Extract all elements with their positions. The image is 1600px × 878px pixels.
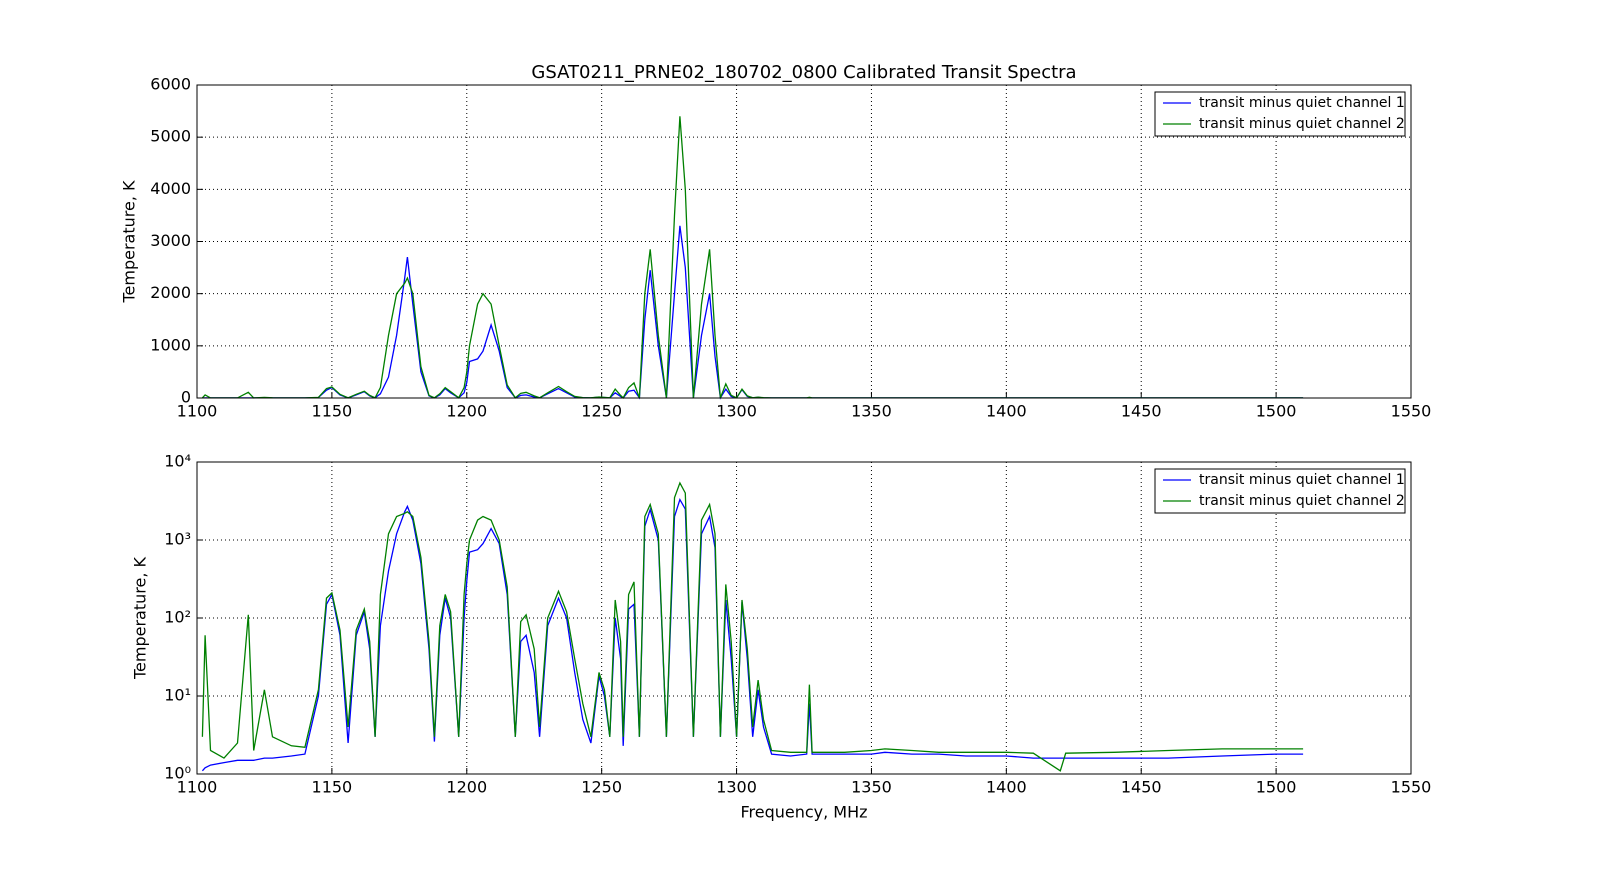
- plot-frame: [196, 84, 1412, 399]
- x-tick-label: 1150: [312, 778, 353, 797]
- x-tick-label: 1250: [581, 778, 622, 797]
- x-tick-label: 1250: [581, 402, 622, 421]
- y-tick-label: 1000: [150, 335, 191, 354]
- y-tick-label: 0: [181, 388, 191, 407]
- legend-box: [1154, 468, 1406, 514]
- legend-label: transit minus quiet channel 1: [1199, 95, 1405, 111]
- x-tick-label: 1100: [177, 402, 218, 421]
- y-axis-label: Temperature, K: [120, 180, 139, 304]
- legend-box: [1154, 91, 1406, 137]
- x-tick-label: 1550: [1391, 402, 1432, 421]
- x-tick-label: 1450: [1121, 778, 1162, 797]
- legend-label: transit minus quiet channel 2: [1199, 493, 1405, 509]
- x-tick-label: 1350: [851, 402, 892, 421]
- chart-title: GSAT0211_PRNE02_180702_0800 Calibrated T…: [531, 62, 1076, 83]
- x-tick-label: 1100: [177, 778, 218, 797]
- x-tick-label: 1300: [716, 402, 757, 421]
- x-tick-label: 1200: [446, 402, 487, 421]
- y-tick-label: 6000: [150, 75, 191, 94]
- x-tick-label: 1550: [1391, 778, 1432, 797]
- plot-frame: [196, 461, 1412, 775]
- y-tick-label: 10²: [164, 608, 191, 627]
- x-tick-label: 1450: [1121, 402, 1162, 421]
- x-tick-label: 1300: [716, 778, 757, 797]
- x-tick-label: 1500: [1256, 778, 1297, 797]
- y-tick-label: 10⁰: [164, 764, 191, 783]
- y-axis-label: Temperature, K: [131, 556, 150, 680]
- legend-label: transit minus quiet channel 1: [1199, 472, 1405, 488]
- y-tick-label: 10⁴: [164, 452, 191, 471]
- y-tick-label: 3000: [150, 231, 191, 250]
- x-tick-label: 1400: [986, 778, 1027, 797]
- x-tick-label: 1200: [446, 778, 487, 797]
- y-tick-label: 4000: [150, 179, 191, 198]
- x-tick-label: 1150: [312, 402, 353, 421]
- x-tick-label: 1500: [1256, 402, 1297, 421]
- x-tick-label: 1400: [986, 402, 1027, 421]
- legend-label: transit minus quiet channel 2: [1199, 116, 1405, 132]
- x-axis-label: Frequency, MHz: [740, 803, 867, 822]
- y-tick-label: 5000: [150, 127, 191, 146]
- series-line: [201, 481, 1304, 772]
- x-tick-label: 1350: [851, 778, 892, 797]
- y-tick-label: 10³: [164, 530, 191, 549]
- y-tick-label: 2000: [150, 283, 191, 302]
- y-tick-label: 10¹: [164, 686, 191, 705]
